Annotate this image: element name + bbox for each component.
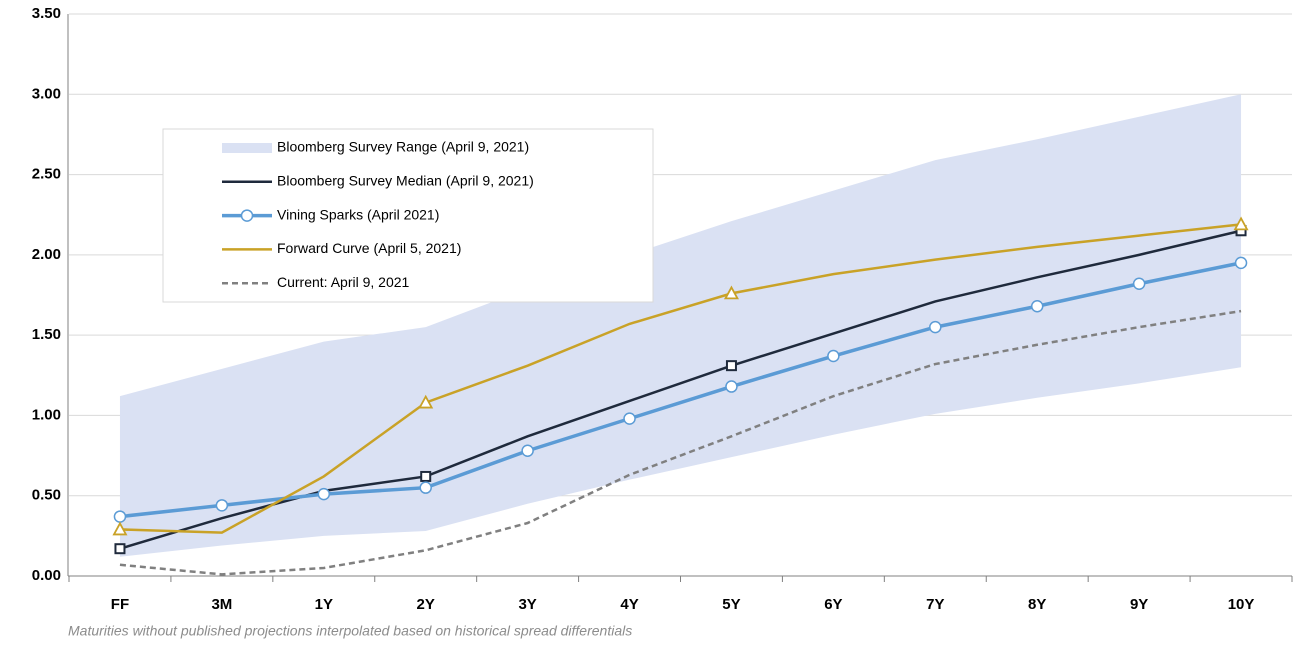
legend-swatch <box>222 143 272 153</box>
marker <box>521 444 534 458</box>
marker <box>929 320 942 334</box>
marker <box>418 394 434 409</box>
series <box>112 216 1249 536</box>
y-tick-label: 3.00 <box>32 85 61 102</box>
range-area <box>119 94 1242 557</box>
x-tick-label: FF <box>111 596 129 613</box>
x-tick-label: 7Y <box>926 596 944 613</box>
legend-label: Bloomberg Survey Median (April 9, 2021) <box>277 173 534 189</box>
marker <box>1132 277 1146 291</box>
legend-marker <box>240 209 254 222</box>
x-tick-label: 3M <box>211 596 232 613</box>
line <box>119 309 1242 576</box>
y-tick-label: 0.50 <box>32 487 61 504</box>
line <box>119 223 1242 534</box>
legend-label: Vining Sparks (April 2021) <box>277 206 439 222</box>
y-tick-label: 3.50 <box>32 5 61 22</box>
y-tick-label: 2.00 <box>32 246 61 263</box>
series <box>119 309 1242 576</box>
legend-label: Bloomberg Survey Range (April 9, 2021) <box>277 139 529 155</box>
marker <box>215 499 229 512</box>
x-tick-label: 8Y <box>1028 596 1046 613</box>
marker <box>317 487 331 501</box>
legend-label: Current: April 9, 2021 <box>277 274 410 290</box>
x-tick-label: 2Y <box>417 596 435 613</box>
y-tick-label: 0.00 <box>32 567 61 584</box>
marker <box>420 470 432 482</box>
marker <box>419 481 432 494</box>
marker <box>1234 256 1248 270</box>
x-tick-label: 10Y <box>1228 596 1255 613</box>
marker <box>725 360 737 372</box>
x-tick-label: 4Y <box>620 596 638 613</box>
series <box>113 256 1248 523</box>
marker <box>113 510 127 523</box>
marker <box>623 412 636 425</box>
x-tick-label: 3Y <box>518 596 536 613</box>
marker <box>723 285 739 300</box>
x-tick-label: 1Y <box>315 596 333 613</box>
x-tick-label: 9Y <box>1130 596 1148 613</box>
marker <box>112 521 128 536</box>
marker <box>1233 216 1249 231</box>
legend-label: Forward Curve (April 5, 2021) <box>277 240 461 256</box>
footnote: Maturities without published projections… <box>68 623 632 639</box>
y-tick-label: 2.50 <box>32 166 61 183</box>
marker <box>1030 299 1044 313</box>
marker <box>827 349 840 363</box>
marker <box>114 543 126 555</box>
line <box>119 261 1242 519</box>
marker <box>725 380 738 393</box>
x-tick-label: 6Y <box>824 596 842 613</box>
y-tick-label: 1.00 <box>32 406 61 423</box>
x-tick-label: 5Y <box>722 596 740 613</box>
y-tick-label: 1.50 <box>32 326 61 343</box>
legend: Bloomberg Survey Range (April 9, 2021) Bl… <box>162 128 654 303</box>
